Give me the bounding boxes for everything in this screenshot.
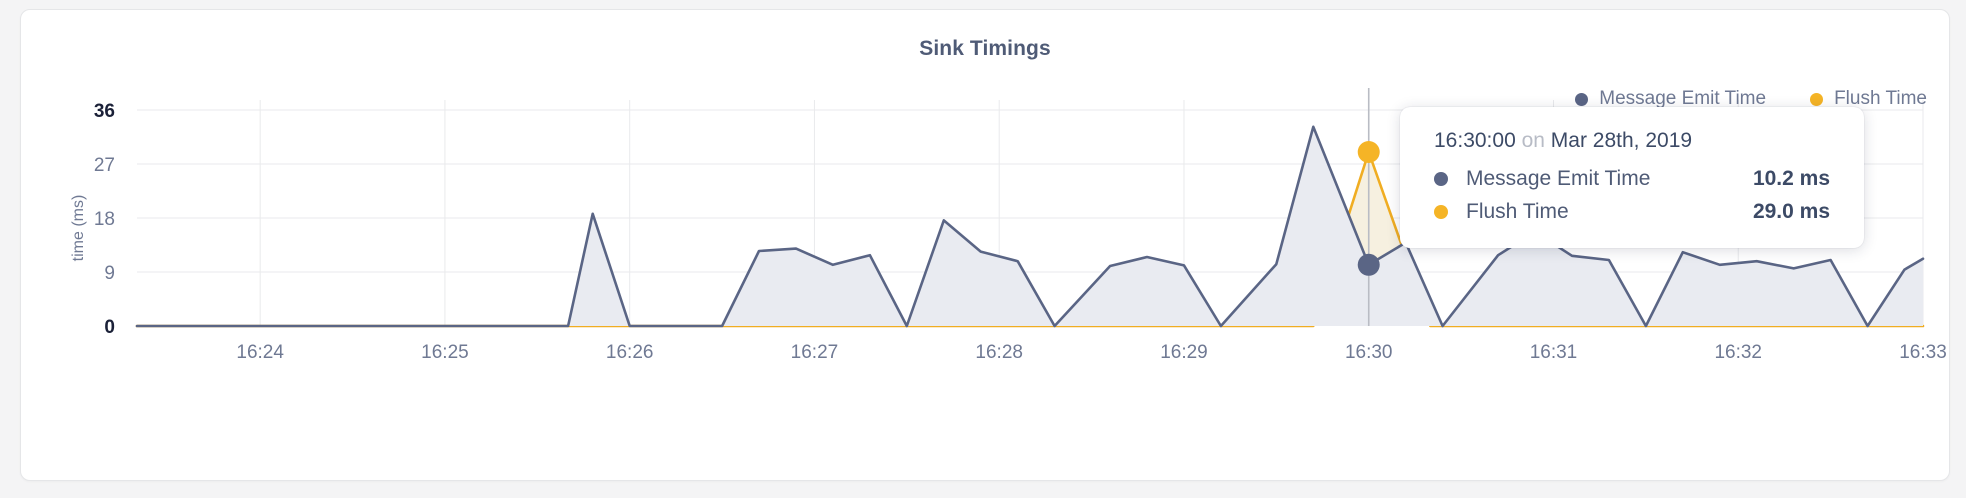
x-axis-tick-label: 16:28 <box>975 342 1023 363</box>
x-axis-tick-label: 16:30 <box>1345 342 1393 363</box>
legend-item-flush-time[interactable]: Flush Time <box>1810 88 1927 110</box>
tooltip-row-flush-time: Flush Time 29.0 ms <box>1434 200 1830 224</box>
page-title: Sink Timings <box>919 37 1051 60</box>
chart-legend: Message Emit Time Flush Time <box>1575 88 1927 110</box>
tooltip-time: 16:30:00 <box>1434 129 1516 152</box>
y-axis-tick-label: 9 <box>104 263 115 284</box>
tooltip-row-value: 29.0 ms <box>1752 200 1830 223</box>
x-axis-tick-label: 16:24 <box>236 342 284 363</box>
legend-item-label: Message Emit Time <box>1599 88 1767 109</box>
x-axis-tick-label: 16:33 <box>1899 342 1947 363</box>
tooltip-on-word: on <box>1521 129 1545 152</box>
y-axis-tick-label: 36 <box>94 101 115 122</box>
tooltip-dot-icon <box>1434 205 1448 219</box>
series-line-message-emit-time[interactable] <box>135 125 1925 328</box>
tooltip-row-message-emit-time: Message Emit Time 10.2 ms <box>1434 167 1830 191</box>
tooltip-header: 16:30:00 on Mar 28th, 2019 <box>1434 129 1830 153</box>
y-axis-tick-label: 18 <box>94 209 115 230</box>
y-axis-tick-label: 27 <box>94 155 115 176</box>
x-axis-tick-label: 16:26 <box>606 342 654 363</box>
legend-item-message-emit-time[interactable]: Message Emit Time <box>1575 88 1766 110</box>
y-axis-title: time (ms) <box>70 195 87 262</box>
chart-card: Sink Timings Message Emit Time Flush Tim… <box>20 9 1950 481</box>
y-axis-tick-label: 0 <box>104 317 115 338</box>
chart-tooltip: 16:30:00 on Mar 28th, 2019 Message Emit … <box>1400 107 1864 248</box>
tooltip-date: Mar 28th, 2019 <box>1550 129 1693 152</box>
x-axis-tick-label: 16:27 <box>791 342 839 363</box>
series-area-message-emit-time <box>137 126 1923 326</box>
tooltip-row-label: Flush Time <box>1466 200 1569 223</box>
highlight-marker-dot <box>1357 253 1380 276</box>
x-axis-tick-label: 16:25 <box>421 342 469 363</box>
legend-dot-icon <box>1810 92 1824 106</box>
x-axis-tick-label: 16:29 <box>1160 342 1208 363</box>
tooltip-dot-icon <box>1434 172 1448 186</box>
tooltip-row-value: 10.2 ms <box>1752 167 1830 190</box>
legend-dot-icon <box>1575 92 1589 106</box>
highlight-marker-dot <box>1357 141 1380 163</box>
legend-item-label: Flush Time <box>1834 88 1927 109</box>
x-axis-tick-label: 16:31 <box>1530 342 1578 363</box>
tooltip-row-label: Message Emit Time <box>1466 167 1651 190</box>
x-axis-tick-label: 16:32 <box>1714 342 1762 363</box>
